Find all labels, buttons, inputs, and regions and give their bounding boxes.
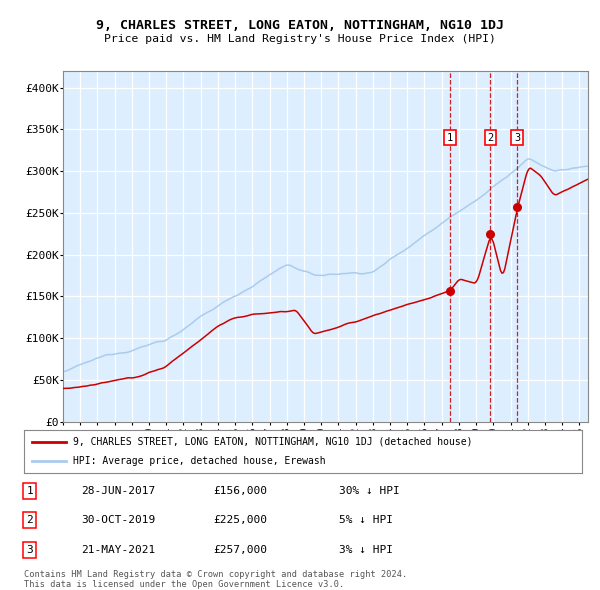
Text: 30% ↓ HPI: 30% ↓ HPI xyxy=(339,486,400,496)
Text: 30-OCT-2019: 30-OCT-2019 xyxy=(81,516,155,525)
Text: 3: 3 xyxy=(514,133,520,143)
Text: 5% ↓ HPI: 5% ↓ HPI xyxy=(339,516,393,525)
Text: 28-JUN-2017: 28-JUN-2017 xyxy=(81,486,155,496)
Text: HPI: Average price, detached house, Erewash: HPI: Average price, detached house, Erew… xyxy=(73,456,326,466)
Text: 1: 1 xyxy=(447,133,453,143)
Text: £156,000: £156,000 xyxy=(213,486,267,496)
Text: Contains HM Land Registry data © Crown copyright and database right 2024.: Contains HM Land Registry data © Crown c… xyxy=(24,570,407,579)
Text: 9, CHARLES STREET, LONG EATON, NOTTINGHAM, NG10 1DJ (detached house): 9, CHARLES STREET, LONG EATON, NOTTINGHA… xyxy=(73,437,473,447)
Text: 2: 2 xyxy=(26,516,33,525)
Text: This data is licensed under the Open Government Licence v3.0.: This data is licensed under the Open Gov… xyxy=(24,579,344,589)
Text: Price paid vs. HM Land Registry's House Price Index (HPI): Price paid vs. HM Land Registry's House … xyxy=(104,34,496,44)
Text: 2: 2 xyxy=(487,133,494,143)
Text: 3% ↓ HPI: 3% ↓ HPI xyxy=(339,545,393,555)
Text: £225,000: £225,000 xyxy=(213,516,267,525)
Text: 21-MAY-2021: 21-MAY-2021 xyxy=(81,545,155,555)
Text: £257,000: £257,000 xyxy=(213,545,267,555)
Text: 9, CHARLES STREET, LONG EATON, NOTTINGHAM, NG10 1DJ: 9, CHARLES STREET, LONG EATON, NOTTINGHA… xyxy=(96,19,504,32)
Text: 3: 3 xyxy=(26,545,33,555)
Text: 1: 1 xyxy=(26,486,33,496)
